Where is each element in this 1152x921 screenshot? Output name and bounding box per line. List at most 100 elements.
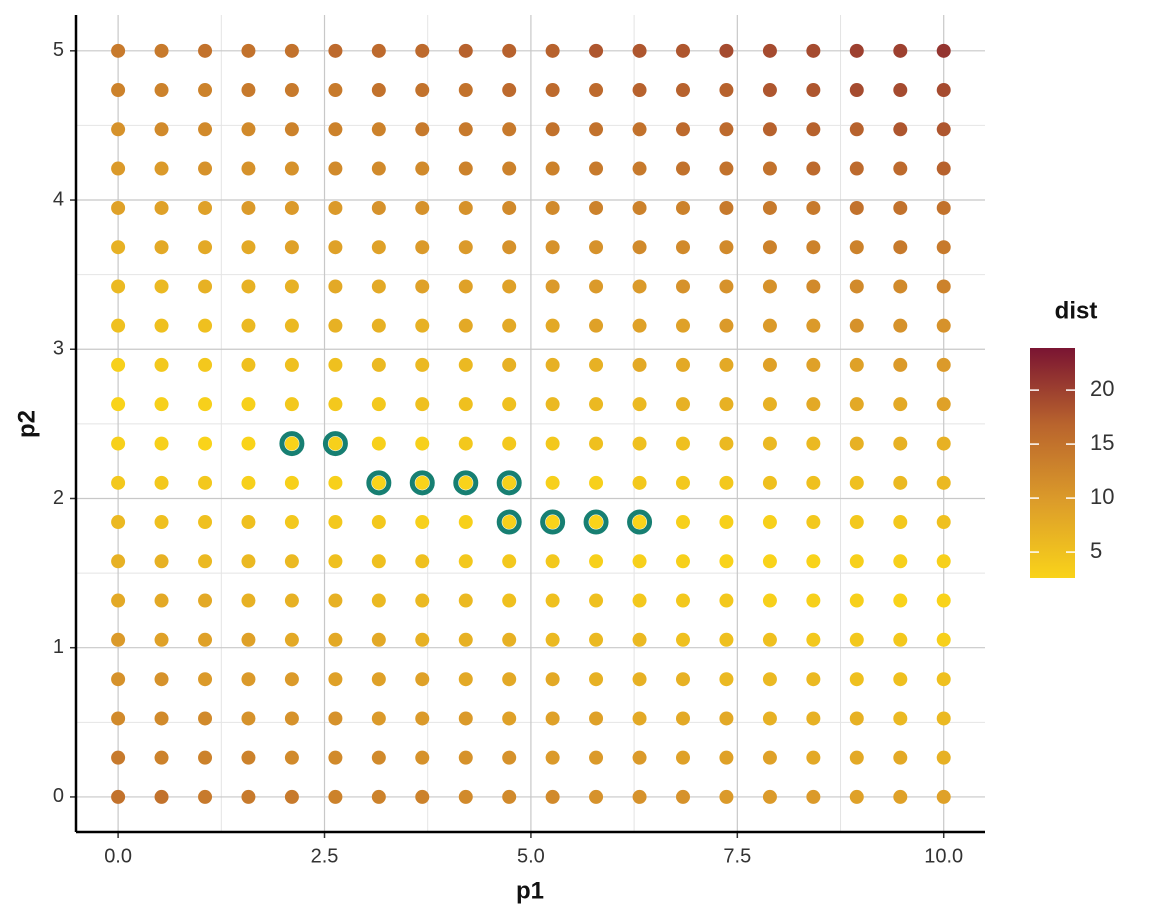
point [458, 789, 473, 804]
point [545, 318, 560, 333]
point [893, 397, 908, 412]
point [936, 475, 951, 490]
point [458, 200, 473, 215]
point [762, 279, 777, 294]
point [111, 122, 126, 137]
point [415, 750, 430, 765]
point [154, 83, 169, 98]
point [545, 240, 560, 255]
point [806, 161, 821, 176]
point [415, 357, 430, 372]
point [936, 750, 951, 765]
point [893, 122, 908, 137]
point [502, 554, 517, 569]
point [328, 750, 343, 765]
point [111, 240, 126, 255]
point [893, 475, 908, 490]
point [415, 83, 430, 98]
point [371, 240, 386, 255]
point [458, 632, 473, 647]
point [371, 750, 386, 765]
point [893, 711, 908, 726]
point [198, 515, 213, 530]
point [589, 161, 604, 176]
point [502, 318, 517, 333]
point [675, 397, 690, 412]
point [198, 436, 213, 451]
point [458, 593, 473, 608]
point [589, 711, 604, 726]
point [502, 672, 517, 687]
point [762, 318, 777, 333]
y-tick-label: 2 [53, 487, 64, 509]
point [806, 711, 821, 726]
point [545, 593, 560, 608]
point [415, 161, 430, 176]
point [675, 672, 690, 687]
point [849, 475, 864, 490]
point [719, 515, 734, 530]
point [545, 515, 560, 530]
point [111, 397, 126, 412]
point [284, 122, 299, 137]
point [328, 279, 343, 294]
point [458, 122, 473, 137]
point [806, 240, 821, 255]
point [632, 318, 647, 333]
point [241, 161, 256, 176]
point [154, 318, 169, 333]
point [589, 672, 604, 687]
point [849, 789, 864, 804]
y-tick-label: 5 [53, 39, 64, 61]
point [458, 318, 473, 333]
point [806, 632, 821, 647]
point [241, 672, 256, 687]
x-tick-label: 7.5 [723, 845, 751, 867]
point [284, 475, 299, 490]
point [893, 161, 908, 176]
point [502, 515, 517, 530]
point [415, 672, 430, 687]
point [284, 161, 299, 176]
point [849, 240, 864, 255]
point [502, 240, 517, 255]
point [284, 789, 299, 804]
point [762, 397, 777, 412]
point [371, 436, 386, 451]
point [458, 475, 473, 490]
point [719, 632, 734, 647]
point [893, 554, 908, 569]
highlight-ring [322, 431, 348, 457]
point [241, 554, 256, 569]
point [719, 43, 734, 58]
point [632, 593, 647, 608]
y-tick-label: 3 [53, 338, 64, 360]
point [632, 357, 647, 372]
point [675, 554, 690, 569]
point [806, 122, 821, 137]
point [849, 672, 864, 687]
point [632, 789, 647, 804]
point [849, 632, 864, 647]
point [545, 83, 560, 98]
point [284, 279, 299, 294]
point [589, 632, 604, 647]
point [154, 515, 169, 530]
point [154, 357, 169, 372]
point [241, 357, 256, 372]
point [371, 83, 386, 98]
point [936, 279, 951, 294]
point [936, 161, 951, 176]
point [328, 318, 343, 333]
point [284, 593, 299, 608]
point [849, 397, 864, 412]
point [284, 436, 299, 451]
point [849, 515, 864, 530]
point [719, 672, 734, 687]
point [371, 672, 386, 687]
point [719, 711, 734, 726]
point [675, 593, 690, 608]
point [154, 593, 169, 608]
point [154, 161, 169, 176]
point [719, 240, 734, 255]
